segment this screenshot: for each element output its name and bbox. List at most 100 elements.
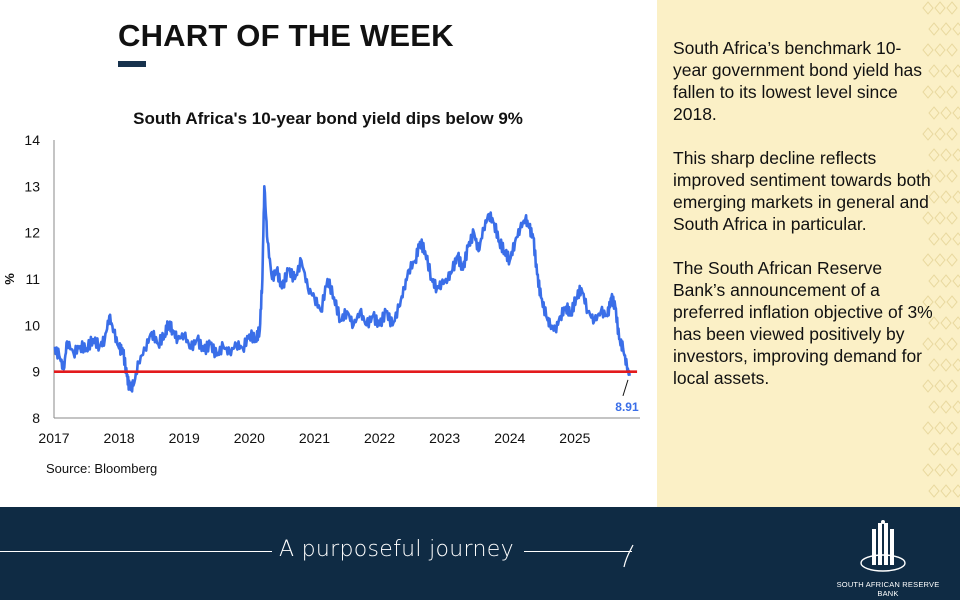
pattern-diamond xyxy=(946,463,958,477)
pattern-diamond xyxy=(952,190,960,204)
x-tick-label: 2024 xyxy=(494,430,525,446)
pattern-diamond xyxy=(928,232,940,246)
annotation-layer: 8.91 xyxy=(615,379,639,414)
pattern-diamond xyxy=(952,484,960,498)
pattern-diamond xyxy=(934,295,946,309)
pattern-diamond xyxy=(922,43,934,57)
pattern-diamond xyxy=(946,169,958,183)
pattern-diamond xyxy=(922,337,934,351)
pattern-diamond xyxy=(928,106,940,120)
pattern-diamond xyxy=(946,421,958,435)
y-axis-ticks: 8 9 10 11 12 13 14 xyxy=(24,132,40,426)
flourish-icon xyxy=(623,544,634,568)
y-tick-label: 9 xyxy=(32,364,40,380)
pattern-diamond xyxy=(940,148,952,162)
pattern-diamond xyxy=(934,85,946,99)
tagline: A purposeful journey xyxy=(279,537,514,562)
pattern-diamond xyxy=(928,358,940,372)
slide-title: CHART OF THE WEEK xyxy=(118,18,454,53)
source-note: Source: Bloomberg xyxy=(46,461,158,476)
commentary-text: South Africa’s benchmark 10-year governm… xyxy=(673,37,935,411)
pattern-diamond xyxy=(922,169,934,183)
pattern-diamond xyxy=(952,442,960,456)
pattern-diamond xyxy=(952,316,960,330)
pattern-diamond xyxy=(934,337,946,351)
footer-rule-right xyxy=(524,551,632,552)
pattern-diamond xyxy=(922,127,934,141)
pattern-diamond xyxy=(946,85,958,99)
pattern-diamond xyxy=(940,22,952,36)
x-tick-label: 2025 xyxy=(559,430,590,446)
y-tick-label: 12 xyxy=(24,225,40,241)
pattern-diamond xyxy=(952,148,960,162)
pattern-diamond xyxy=(952,400,960,414)
pattern-diamond xyxy=(928,274,940,288)
chart-title: South Africa's 10-year bond yield dips b… xyxy=(133,109,523,128)
pattern-diamond xyxy=(928,64,940,78)
pattern-diamond xyxy=(952,106,960,120)
x-axis-ticks: 2017 2018 2019 2020 2021 2022 2023 2024 2025 xyxy=(38,430,590,446)
pattern-diamond xyxy=(934,169,946,183)
pattern-diamond xyxy=(928,316,940,330)
pattern-diamond xyxy=(928,484,940,498)
pattern-diamond xyxy=(922,1,934,15)
yield-series-line xyxy=(53,185,631,393)
pattern-diamond xyxy=(940,64,952,78)
title-underline xyxy=(118,61,146,67)
series-layer xyxy=(53,185,631,393)
sarb-logo-icon xyxy=(860,520,906,572)
pattern-diamond xyxy=(946,127,958,141)
x-tick-label: 2021 xyxy=(299,430,330,446)
pattern-diamond xyxy=(922,295,934,309)
plot-area-frame xyxy=(53,140,640,419)
pattern-diamond xyxy=(934,463,946,477)
pattern-diamond xyxy=(952,64,960,78)
commentary-paragraph-1: South Africa’s benchmark 10-year governm… xyxy=(673,38,923,124)
y-tick-label: 13 xyxy=(24,178,40,194)
pattern-diamond xyxy=(928,400,940,414)
pattern-diamond xyxy=(940,232,952,246)
pattern-diamond xyxy=(940,400,952,414)
pattern-diamond xyxy=(934,211,946,225)
pattern-diamond xyxy=(922,379,934,393)
y-tick-label: 11 xyxy=(25,271,40,287)
pattern-diamond xyxy=(952,22,960,36)
pattern-diamond xyxy=(922,421,934,435)
pattern-diamond xyxy=(922,463,934,477)
pattern-diamond xyxy=(922,85,934,99)
annotation-label: 8.91 xyxy=(615,400,639,414)
pattern-diamond xyxy=(928,148,940,162)
y-tick-label: 14 xyxy=(24,132,40,148)
pattern-diamond xyxy=(946,295,958,309)
pattern-diamond xyxy=(940,106,952,120)
pattern-diamond xyxy=(922,253,934,267)
pattern-diamond xyxy=(940,316,952,330)
pattern-diamond xyxy=(946,211,958,225)
pattern-diamond xyxy=(952,274,960,288)
organisation-name: SOUTH AFRICAN RESERVE BANK xyxy=(836,580,940,598)
pattern-diamond xyxy=(928,442,940,456)
footer-rule-left xyxy=(0,551,272,552)
pattern-diamond xyxy=(928,22,940,36)
pattern-diamond xyxy=(934,253,946,267)
pattern-diamond xyxy=(934,43,946,57)
pattern-diamond xyxy=(946,43,958,57)
x-tick-label: 2020 xyxy=(234,430,265,446)
bond-yield-chart: 8 9 10 11 12 13 14 2017 2018 2019 2020 2021 2022 202… xyxy=(2,132,640,446)
x-tick-label: 2023 xyxy=(429,430,460,446)
commentary-paragraph-2: This sharp decline reflects improved sen… xyxy=(673,148,931,234)
pattern-diamond xyxy=(946,1,958,15)
x-tick-label: 2019 xyxy=(169,430,200,446)
x-tick-label: 2017 xyxy=(38,430,69,446)
commentary-paragraph-3: The South African Reserve Bank’s announc… xyxy=(673,258,933,388)
pattern-diamond xyxy=(934,421,946,435)
pattern-diamond xyxy=(952,232,960,246)
pattern-diamond xyxy=(940,442,952,456)
pattern-diamond xyxy=(946,379,958,393)
x-tick-label: 2022 xyxy=(364,430,395,446)
pattern-diamond xyxy=(934,1,946,15)
pattern-diamond xyxy=(946,337,958,351)
pattern-diamond xyxy=(934,127,946,141)
y-axis-label: % xyxy=(2,273,17,285)
commentary-panel: South Africa’s benchmark 10-year governm… xyxy=(657,0,960,507)
